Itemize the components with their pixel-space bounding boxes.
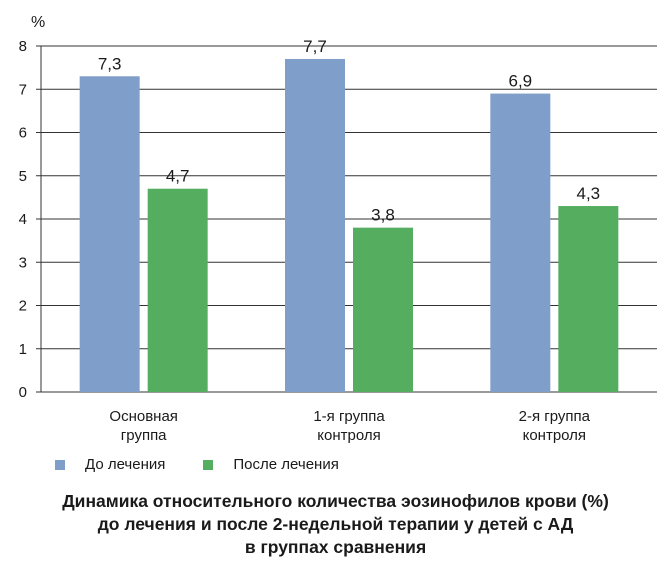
y-tick-label: 5: [19, 168, 27, 185]
bar: [79, 76, 140, 393]
bar: [490, 93, 551, 392]
data-label: 7,7: [303, 37, 327, 56]
category-labels: Основная группа 1-я группа контроля 2-я груп…: [109, 408, 590, 444]
y-tick-label: 0: [19, 384, 27, 401]
data-label: 3,8: [371, 206, 395, 225]
y-tick-label: 7: [19, 81, 27, 98]
bar: [353, 227, 413, 392]
legend-item-after: После лечения: [203, 456, 339, 473]
x-category-label: 1-я группа: [313, 408, 385, 425]
legend: До лечения После лечения: [55, 456, 377, 473]
x-category-label: 2-я группа: [519, 408, 591, 425]
y-axis-ticks: 0 1 2 3 4 5 6 7 8: [19, 38, 27, 401]
caption-line: до лечения и после 2-недельной терапии у…: [97, 514, 574, 534]
y-tick-label: 1: [19, 341, 27, 358]
x-category-label: контроля: [317, 427, 380, 444]
x-category-label: Основная: [109, 408, 178, 425]
legend-label-after: После лечения: [233, 456, 339, 473]
data-labels: 7,3 4,7 7,7 3,8 6,9 4,3: [98, 37, 600, 225]
bar: [285, 58, 345, 392]
legend-swatch-before: [55, 459, 65, 470]
data-label: 4,3: [577, 184, 601, 203]
caption-line: в группах сравнения: [244, 537, 427, 557]
legend-item-before: До лечения: [55, 456, 165, 473]
data-label: 6,9: [509, 72, 533, 91]
y-tick-label: 3: [19, 254, 27, 271]
figure-caption: Динамика относительного количества эозин…: [0, 490, 671, 559]
bar: [147, 188, 208, 392]
x-category-label: контроля: [523, 427, 586, 444]
grid-lines: [36, 45, 657, 393]
legend-label-before: До лечения: [85, 456, 166, 473]
bar-chart: 0 1 2 3 4 5 6 7 8 % 7,3 4,7 7,7 3,8 6,9 4,3 Основная г…: [19, 14, 657, 444]
bar: [558, 206, 619, 392]
y-tick-label: 2: [19, 298, 27, 315]
data-label: 7,3: [98, 54, 122, 73]
legend-swatch-after: [203, 459, 214, 470]
data-label: 4,7: [166, 167, 190, 186]
y-tick-label: 8: [19, 38, 27, 55]
caption-line: Динамика относительного количества эозин…: [62, 491, 609, 511]
bars: [79, 58, 619, 393]
y-axis-unit: %: [31, 14, 45, 31]
y-tick-label: 4: [19, 211, 27, 228]
y-tick-label: 6: [19, 125, 27, 142]
x-category-label: группа: [121, 427, 167, 444]
